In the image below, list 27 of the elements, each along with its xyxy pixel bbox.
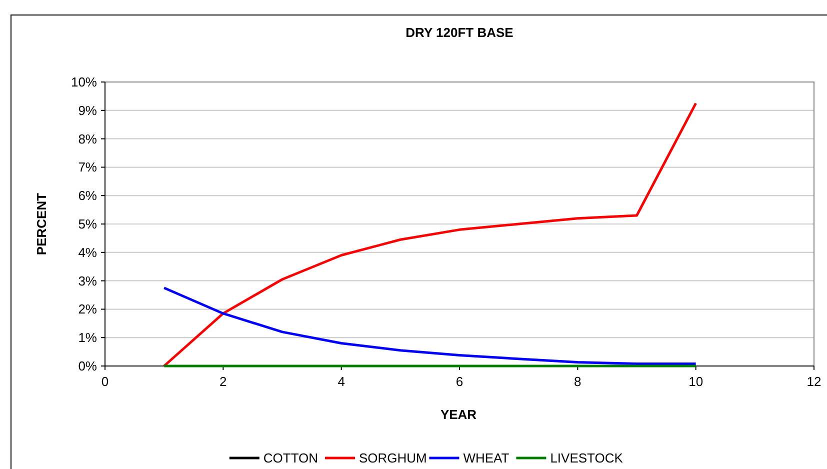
y-tick-label: 3% (78, 273, 98, 288)
y-tick-label: 2% (78, 302, 98, 317)
line-series (162, 286, 698, 365)
y-axis-title: PERCENT (34, 192, 49, 256)
y-tick-label: 4% (78, 244, 98, 260)
y-tick-label: 9% (78, 102, 98, 118)
x-tick-label: 4 (338, 374, 345, 389)
line-series (162, 102, 698, 368)
x-tick-label: 2 (220, 374, 227, 389)
y-tick-label: 1% (78, 330, 98, 346)
y-tick-label: 5% (78, 216, 98, 232)
x-tick-label: 8 (574, 374, 582, 389)
x-tick-label: 6 (456, 374, 464, 389)
y-tick-label: 7% (78, 160, 98, 175)
y-tick-label: 10% (70, 74, 98, 90)
legend-label: WHEAT (463, 450, 510, 466)
chart-title: DRY 120FT BASE (406, 25, 514, 40)
y-tick-label: 6% (78, 188, 98, 204)
y-tick-label: 0% (78, 358, 98, 374)
legend-label: LIVESTOCK (550, 450, 624, 466)
legend-label: COTTON (263, 450, 318, 466)
x-tick-label: 0 (101, 374, 109, 389)
legend-label: SORGHUM (359, 450, 427, 466)
x-tick-label: 10 (688, 374, 704, 389)
x-tick-label: 12 (806, 374, 822, 389)
x-axis-title: YEAR (440, 407, 478, 422)
y-tick-label: 8% (78, 131, 98, 146)
